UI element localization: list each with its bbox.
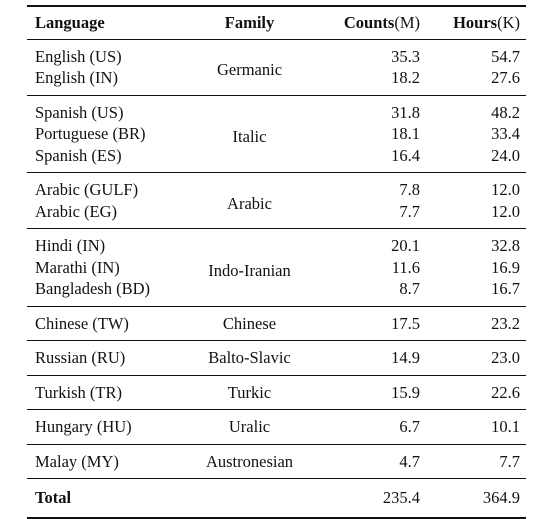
header-counts-unit: (M) [394,13,420,32]
language-cell: Arabic (EG) [35,201,118,221]
language-statistics-table: Language Family Counts(M) Hours(K) Engli… [27,5,526,519]
family-cell: Italic [232,127,267,146]
language-cell: Hungary (HU) [35,417,132,436]
hours-cell: 23.0 [491,348,520,367]
total-counts: 235.4 [382,488,420,507]
family-group: Chinese (TW) Chinese 17.5 23.2 [27,306,526,341]
total-hours: 364.9 [482,488,520,507]
counts-cell: 8.7 [399,279,420,298]
hours-cell: 7.7 [499,451,520,471]
language-cell: Portuguese (BR) [35,124,146,143]
header-hours-unit: (K) [497,13,520,32]
language-cell: English (IN) [35,68,118,87]
family-group: English (US) Germanic 35.3 54.7 English (IN)… [27,39,526,95]
family-cell: Austronesian [205,451,294,471]
language-cell: Marathi (IN) [35,257,120,277]
counts-cell: 31.8 [391,102,420,122]
counts-cell: 17.5 [391,313,420,333]
language-cell: Arabic (GULF) [35,180,139,199]
family-cell: Arabic [227,193,272,213]
table-row: English (IN) 18.2 27.6 [27,67,526,95]
language-cell: Russian (RU) [35,348,126,367]
language-cell: English (US) [35,46,122,66]
family-cell: Uralic [228,417,271,436]
header-counts-label: Counts [343,13,395,32]
family-group: Russian (RU) Balto-Slavic 14.9 23.0 [27,341,526,376]
total-row: Total 235.4 364.9 [27,479,526,518]
counts-cell: 20.1 [391,236,420,255]
counts-cell: 18.2 [391,68,420,87]
table-row: Turkish (TR) Turkic 15.9 22.6 [27,375,526,410]
counts-cell: 15.9 [391,382,420,402]
hours-cell: 22.6 [491,382,520,402]
table-row: Hungary (HU) Uralic 6.7 10.1 [27,410,526,445]
counts-cell: 11.6 [391,257,420,277]
counts-cell: 4.7 [399,451,420,471]
counts-cell: 7.8 [399,180,420,199]
family-cell: Turkic [227,382,272,402]
header-row: Language Family Counts(M) Hours(K) [27,5,526,40]
header-hours: Hours(K) [426,5,526,40]
counts-cell: 6.7 [399,417,420,436]
total-section: Total 235.4 364.9 [27,478,526,518]
total-family-empty [177,479,322,518]
hours-cell: 24.0 [491,145,520,165]
header-counts: Counts(M) [322,5,426,40]
table-row: Russian (RU) Balto-Slavic 14.9 23.0 [27,341,526,376]
header-family: Family [177,5,322,40]
counts-cell: 14.9 [391,348,420,367]
family-group: Malay (MY) Austronesian 4.7 7.7 [27,444,526,479]
hours-cell: 10.1 [491,417,520,436]
table-row: Chinese (TW) Chinese 17.5 23.2 [27,306,526,341]
family-cell: Germanic [216,60,283,80]
language-cell: Chinese (TW) [35,313,129,333]
total-label: Total [35,488,72,507]
language-cell: Spanish (US) [35,102,124,122]
hours-cell: 54.7 [491,46,520,66]
family-cell: Chinese [222,313,277,333]
table-row: Spanish (ES) 16.4 24.0 [27,145,526,173]
hours-cell: 32.8 [491,236,520,255]
hours-cell: 16.7 [491,279,520,298]
header-language: Language [27,5,177,40]
family-group: Hungary (HU) Uralic 6.7 10.1 [27,410,526,445]
hours-cell: 12.0 [491,180,520,199]
family-group: Arabic (GULF) Arabic 7.8 12.0 Arabic (EG) 7.7… [27,173,526,229]
table-row: English (US) Germanic 35.3 54.7 [27,39,526,80]
table-row: Arabic (GULF) Arabic 7.8 12.0 [27,173,526,213]
counts-cell: 16.4 [391,145,420,165]
hours-cell: 33.4 [491,124,520,143]
counts-cell: 7.7 [399,201,420,221]
table-row: Arabic (EG) 7.7 12.0 [27,201,526,229]
language-cell: Malay (MY) [35,451,119,471]
table-row: Hindi (IN) Indo-Iranian 20.1 32.8 [27,229,526,280]
counts-cell: 18.1 [391,124,420,143]
language-cell: Bangladesh (BD) [35,279,151,298]
table-row: Marathi (IN) 11.6 16.9 [27,257,526,279]
counts-cell: 35.3 [391,46,420,66]
family-group: Turkish (TR) Turkic 15.9 22.6 [27,375,526,410]
table-header: Language Family Counts(M) Hours(K) [27,5,526,40]
hours-cell: 27.6 [491,68,520,87]
family-cell: Balto-Slavic [208,348,291,367]
family-group: Spanish (US) Italic 31.8 48.2 Portuguese (BR… [27,95,526,173]
family-cell: Indo-Iranian [208,260,291,280]
hours-cell: 12.0 [491,201,520,221]
hours-cell: 48.2 [491,102,520,122]
hours-cell: 23.2 [491,313,520,333]
hours-cell: 16.9 [491,257,520,277]
header-hours-label: Hours [453,13,498,32]
language-cell: Spanish (ES) [35,145,122,165]
table-row: Malay (MY) Austronesian 4.7 7.7 [27,444,526,479]
language-cell: Hindi (IN) [35,236,106,255]
language-cell: Turkish (TR) [35,382,122,402]
page: Language Family Counts(M) Hours(K) Engli… [27,5,526,518]
table-row: Portuguese (BR) 18.1 33.4 [27,123,526,145]
table-row: Bangladesh (BD) 8.7 16.7 [27,278,526,306]
family-group: Hindi (IN) Indo-Iranian 20.1 32.8 Marathi (I… [27,229,526,306]
table-row: Spanish (US) Italic 31.8 48.2 [27,95,526,147]
